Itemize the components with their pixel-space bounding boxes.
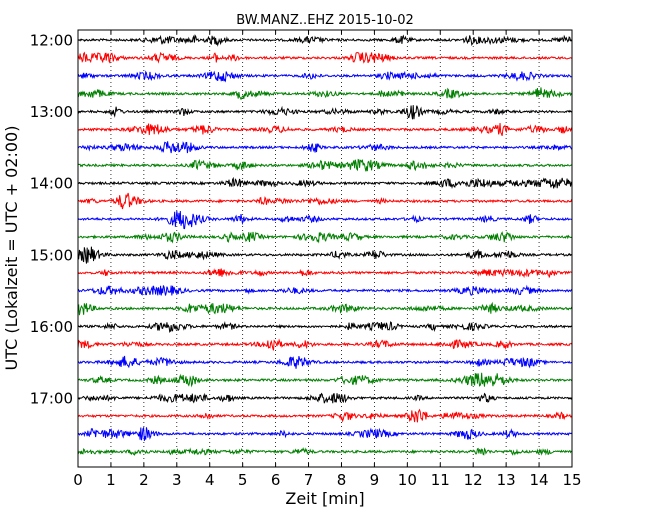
- x-tick-label: 13: [497, 471, 516, 489]
- x-tick-label: 11: [431, 471, 450, 489]
- x-axis-label: Zeit [min]: [285, 489, 364, 508]
- trace-1430: [77, 211, 573, 230]
- trace-1515: [77, 267, 573, 279]
- trace-1745: [77, 447, 573, 456]
- trace-1330: [77, 141, 573, 154]
- x-tick-label: 0: [73, 471, 83, 489]
- trace-1615: [77, 338, 573, 351]
- trace-1630: [77, 355, 573, 369]
- x-tick-label: 14: [530, 471, 549, 489]
- trace-1415: [77, 192, 573, 210]
- trace-1215: [77, 51, 573, 64]
- trace-1530: [77, 284, 573, 296]
- trace-1230: [77, 70, 573, 83]
- trace-1700: [77, 392, 573, 404]
- y-tick-label: 16:00: [30, 318, 73, 336]
- y-tick-label: 14:00: [30, 175, 73, 193]
- y-tick-label: 15:00: [30, 246, 73, 264]
- trace-1730: [77, 426, 573, 441]
- y-tick-label: 13:00: [30, 103, 73, 121]
- y-axis-label: UTC (Lokalzeit = UTC + 02:00): [2, 126, 21, 371]
- grid: [110, 30, 540, 467]
- traces: [77, 34, 573, 456]
- ticks: 0 1 2 3 4 5 6 7 8 9 10 11 12 13 14 1512:0013:0014:0015:…: [30, 30, 582, 489]
- x-tick-label: 3: [172, 471, 182, 489]
- x-tick-label: 4: [205, 471, 215, 489]
- trace-1300: [77, 105, 573, 120]
- plot-frame: [77, 29, 573, 468]
- trace-1400: [77, 176, 573, 190]
- x-tick-label: 10: [398, 471, 417, 489]
- y-tick-label: 17:00: [30, 390, 73, 408]
- trace-1345: [77, 158, 573, 172]
- trace-1245: [77, 87, 573, 101]
- trace-1445: [77, 231, 573, 244]
- trace-1600: [77, 321, 573, 333]
- x-tick-label: 6: [271, 471, 281, 489]
- x-tick-label: 2: [139, 471, 149, 489]
- x-tick-label: 7: [304, 471, 314, 489]
- x-tick-label: 15: [562, 471, 581, 489]
- trace-1200: [77, 34, 573, 47]
- x-tick-label: 1: [106, 471, 116, 489]
- trace-1500: [77, 246, 573, 264]
- trace-1645: [77, 372, 573, 388]
- x-tick-label: 9: [370, 471, 380, 489]
- x-tick-label: 5: [238, 471, 248, 489]
- chart-title: BW.MANZ..EHZ 2015-10-02: [236, 13, 414, 28]
- x-tick-label: 8: [337, 471, 347, 489]
- trace-1545: [77, 301, 573, 316]
- y-tick-label: 12:00: [30, 32, 73, 50]
- x-tick-label: 12: [464, 471, 483, 489]
- trace-1315: [77, 122, 573, 136]
- trace-1715: [77, 408, 573, 423]
